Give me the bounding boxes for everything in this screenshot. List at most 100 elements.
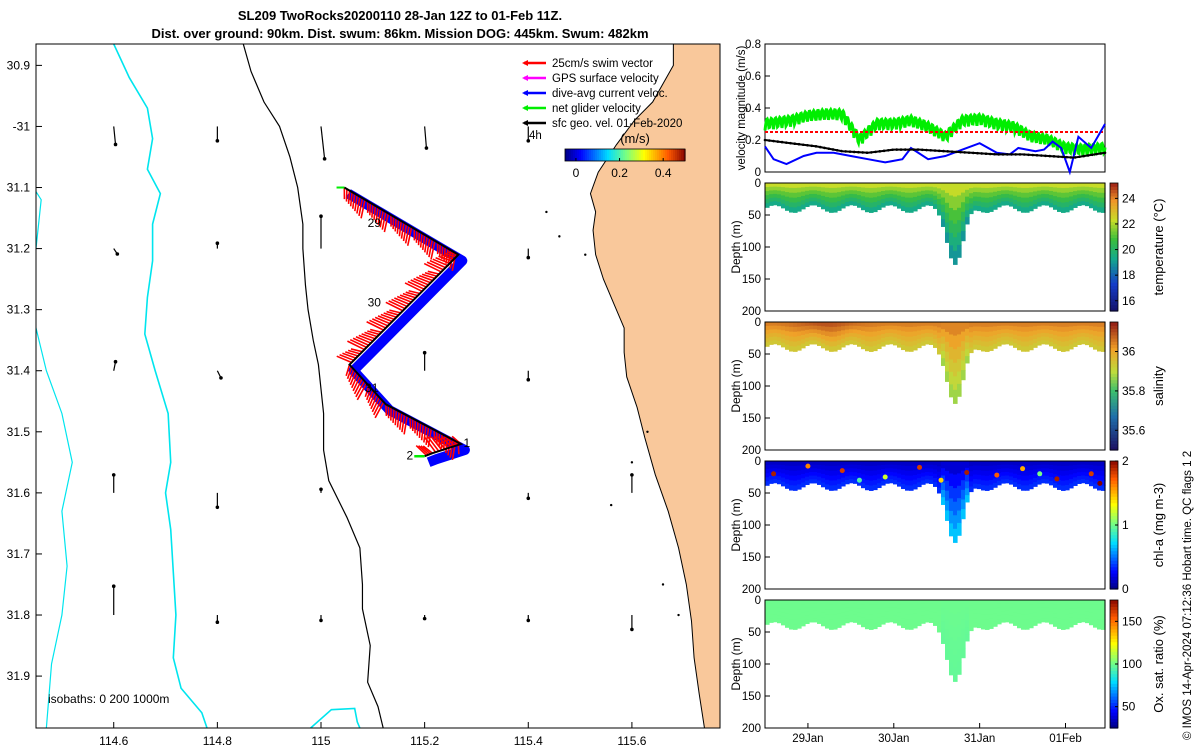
temperature-cell	[817, 198, 822, 204]
swim-vector	[391, 298, 408, 308]
velocity-series-marker	[882, 149, 886, 153]
oxygen-cell	[889, 603, 894, 608]
oxygen-colorbar-cell	[1110, 699, 1118, 703]
temperature-cell	[897, 195, 902, 201]
map-colorbar-tick-label: 0.2	[611, 166, 628, 180]
oxygen-cell	[829, 619, 834, 625]
chlorophyll-cell	[985, 475, 990, 482]
swim-vector	[339, 353, 355, 362]
swim-vector	[353, 378, 364, 395]
salinity-cell	[1061, 331, 1066, 338]
salinity-cell	[1041, 325, 1046, 330]
chlorophyll-cell	[825, 461, 830, 467]
temperature-cell	[1001, 183, 1006, 188]
temperature-cell	[1021, 183, 1026, 189]
oxygen-cell	[945, 600, 950, 611]
temperature-cell	[929, 183, 934, 188]
chlorophyll-cell	[901, 474, 906, 480]
temperature-cell	[865, 202, 870, 208]
temperature-cell	[905, 192, 910, 199]
chlorophyll-cell	[1097, 461, 1102, 467]
salinity-cell	[1017, 345, 1022, 351]
temperature-cell	[1097, 183, 1102, 189]
temperature-cell	[1077, 186, 1082, 191]
chlorophyll-cell	[893, 480, 898, 485]
chlorophyll-cell	[1025, 461, 1030, 467]
chlorophyll-cell	[909, 475, 914, 482]
oxygen-cell	[873, 614, 878, 620]
salinity-cell	[837, 340, 842, 346]
oxygen-cell	[973, 622, 978, 628]
chlorophyll-y-tick-label: 50	[748, 488, 761, 500]
temperature-cell	[969, 203, 974, 209]
salinity-cell	[1045, 329, 1050, 334]
temperature-cell	[789, 192, 794, 199]
temperature-cell	[893, 194, 898, 199]
sfc-vector-head	[215, 139, 220, 143]
salinity-cell	[997, 322, 1002, 327]
chlorophyll-cell	[793, 470, 798, 477]
salinity-cell	[909, 331, 914, 338]
salinity-cell	[1001, 322, 1006, 327]
oxygen-cell	[809, 618, 814, 623]
oxygen-cell	[1093, 604, 1098, 610]
chlorophyll-cell	[977, 474, 982, 480]
temperature-cell	[961, 221, 966, 232]
oxygen-cell	[1021, 609, 1026, 616]
legend-label: net glider velocity	[552, 103, 641, 115]
chlorophyll-cell	[933, 477, 938, 483]
oxygen-cell	[1041, 603, 1046, 608]
temperature-cell	[977, 192, 982, 198]
oxygen-cell	[801, 604, 806, 610]
temperature-cell	[893, 202, 898, 207]
oxygen-cell	[1093, 600, 1098, 606]
land-area	[589, 44, 720, 728]
chlorophyll-cell	[1101, 475, 1106, 482]
oxygen-cell	[965, 627, 970, 635]
temperature-cell	[1081, 193, 1086, 199]
chlorophyll-cell	[817, 464, 822, 470]
temperature-cell	[1077, 201, 1082, 206]
salinity-cell	[1025, 322, 1030, 328]
island-dot	[584, 253, 587, 256]
chlorophyll-cell	[929, 475, 934, 481]
oxygen-cell	[977, 604, 982, 610]
salinity-cell	[905, 331, 910, 338]
swim-vector	[360, 199, 366, 219]
chlorophyll-cell	[805, 461, 810, 466]
salinity-cell	[1013, 338, 1018, 344]
salinity-cell	[789, 322, 794, 328]
oxygen-cell	[973, 613, 978, 619]
temperature-cell	[1021, 202, 1026, 208]
temperature-cell	[845, 194, 850, 199]
temperature-cell	[773, 193, 778, 199]
salinity-cell	[885, 333, 890, 338]
oxygen-colorbar-cell	[1110, 622, 1118, 627]
salinity-cell	[1033, 343, 1038, 348]
salinity-cell	[881, 326, 886, 331]
map-colorbar-cell	[589, 149, 592, 161]
chlorophyll-cell	[1009, 476, 1014, 481]
velocity-series-marker	[857, 150, 860, 154]
salinity-cell	[1005, 322, 1010, 327]
velocity-series-marker	[831, 148, 835, 151]
salinity-cell	[957, 334, 962, 348]
chlorophyll-cell	[933, 473, 938, 479]
salinity-colorbar-cell	[1110, 411, 1118, 416]
oxygen-cell	[853, 603, 858, 608]
chlorophyll-cell	[1041, 461, 1046, 466]
temperature-cell	[985, 202, 990, 209]
temperature-cell	[973, 196, 978, 202]
temperature-cell	[1093, 196, 1098, 202]
swim-vector	[347, 340, 365, 351]
oxygen-cell	[877, 600, 882, 605]
oxygen-cell	[1001, 603, 1006, 608]
salinity-y-tick-label: 150	[742, 413, 761, 425]
chlorophyll-cell	[957, 498, 962, 512]
oxygen-cell	[933, 621, 938, 626]
swim-vector	[420, 445, 431, 455]
swim-vector	[374, 401, 385, 419]
temperature-cell	[821, 183, 826, 188]
swim-vector	[394, 217, 397, 232]
salinity-cell	[1069, 339, 1074, 345]
